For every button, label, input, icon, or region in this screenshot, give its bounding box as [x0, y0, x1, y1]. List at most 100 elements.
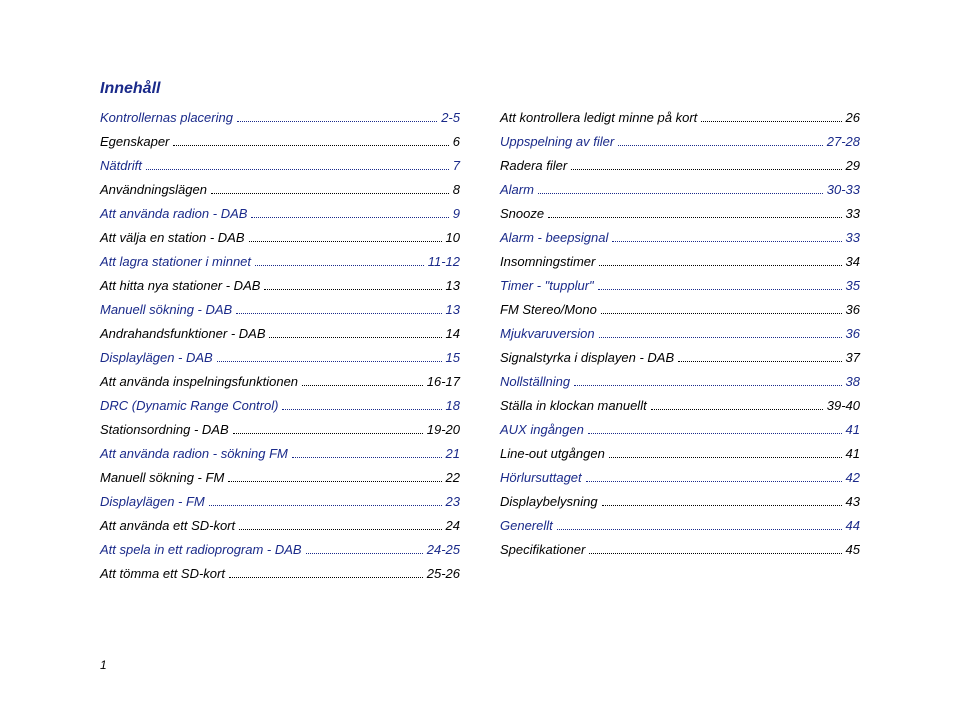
toc-row: Displaylägen - FM23	[100, 494, 460, 509]
toc-entry-label: Att tömma ett SD-kort	[100, 566, 225, 581]
toc-entry-page: 6	[453, 134, 460, 149]
toc-entry-page: 43	[846, 494, 860, 509]
page-number: 1	[100, 658, 107, 672]
toc-leader-dots	[251, 217, 448, 218]
toc-entry-label: Uppspelning av filer	[500, 134, 614, 149]
toc-row: Att spela in ett radioprogram - DAB24-25	[100, 542, 460, 557]
toc-entry-label: Användningslägen	[100, 182, 207, 197]
toc-entry-label: FM Stereo/Mono	[500, 302, 597, 317]
toc-row: Ställa in klockan manuellt39-40	[500, 398, 860, 413]
toc-leader-dots	[269, 337, 441, 338]
toc-leader-dots	[609, 457, 842, 458]
toc-entry-label: Att använda radion - DAB	[100, 206, 247, 221]
toc-row: Alarm30-33	[500, 182, 860, 197]
toc-leader-dots	[618, 145, 823, 146]
toc-row: Signalstyrka i displayen - DAB37	[500, 350, 860, 365]
toc-entry-label: Signalstyrka i displayen - DAB	[500, 350, 674, 365]
toc-leader-dots	[255, 265, 424, 266]
toc-row: Uppspelning av filer27-28	[500, 134, 860, 149]
toc-leader-dots	[651, 409, 823, 410]
toc-entry-label: Att välja en station - DAB	[100, 230, 245, 245]
toc-leader-dots	[598, 289, 842, 290]
toc-entry-label: Kontrollernas placering	[100, 110, 233, 125]
toc-entry-label: Insomningstimer	[500, 254, 595, 269]
toc-entry-page: 44	[846, 518, 860, 533]
toc-entry-page: 19-20	[427, 422, 460, 437]
toc-entry-page: 23	[446, 494, 460, 509]
toc-entry-page: 25-26	[427, 566, 460, 581]
toc-leader-dots	[236, 313, 441, 314]
toc-leader-dots	[678, 361, 841, 362]
toc-row: AUX ingången41	[500, 422, 860, 437]
toc-row: Displaybelysning 43	[500, 494, 860, 509]
toc-entry-label: Hörlursuttaget	[500, 470, 582, 485]
toc-row: Att kontrollera ledigt minne på kort26	[500, 110, 860, 125]
toc-entry-label: Radera filer	[500, 158, 567, 173]
toc-leader-dots	[292, 457, 442, 458]
toc-entry-page: 15	[446, 350, 460, 365]
toc-row: Hörlursuttaget 42	[500, 470, 860, 485]
toc-leader-dots	[264, 289, 441, 290]
toc-entry-page: 41	[846, 446, 860, 461]
toc-row: Att hitta nya stationer - DAB13	[100, 278, 460, 293]
toc-leader-dots	[211, 193, 449, 194]
toc-leader-dots	[602, 505, 842, 506]
toc-entry-page: 10	[446, 230, 460, 245]
toc-row: Snooze33	[500, 206, 860, 221]
toc-leader-dots	[599, 265, 841, 266]
toc-entry-label: AUX ingången	[500, 422, 584, 437]
toc-leader-dots	[589, 553, 841, 554]
toc-entry-page: 34	[846, 254, 860, 269]
toc-entry-label: Displaylägen - DAB	[100, 350, 213, 365]
document-page: Innehåll Kontrollernas placering2-5Egens…	[0, 0, 960, 702]
toc-row: Generellt 44	[500, 518, 860, 533]
toc-entry-label: Timer - "tupplur"	[500, 278, 594, 293]
toc-row: Displaylägen - DAB 15	[100, 350, 460, 365]
toc-entry-page: 24	[446, 518, 460, 533]
toc-row: Manuell sökning - DAB13	[100, 302, 460, 317]
toc-entry-page: 8	[453, 182, 460, 197]
toc-entry-label: Manuell sökning - FM	[100, 470, 224, 485]
toc-entry-label: Egenskaper	[100, 134, 169, 149]
toc-entry-page: 21	[446, 446, 460, 461]
toc-entry-page: 33	[846, 230, 860, 245]
toc-row: Manuell sökning - FM22	[100, 470, 460, 485]
toc-entry-page: 38	[846, 374, 860, 389]
toc-leader-dots	[601, 313, 842, 314]
toc-entry-label: Line-out utgången	[500, 446, 605, 461]
toc-entry-page: 45	[846, 542, 860, 557]
toc-row: Att tömma ett SD-kort 25-26	[100, 566, 460, 581]
toc-leader-dots	[282, 409, 441, 410]
toc-columns: Kontrollernas placering 2-5 Egenskaper 6 Nät…	[100, 110, 860, 581]
toc-leader-dots	[237, 121, 437, 122]
toc-row: DRC (Dynamic Range Control)18	[100, 398, 460, 413]
toc-entry-page: 35	[846, 278, 860, 293]
toc-row: Att välja en station - DAB 10	[100, 230, 460, 245]
toc-leader-dots	[302, 385, 423, 386]
toc-leader-dots	[557, 529, 842, 530]
toc-row: Att använda inspelningsfunktionen16-17	[100, 374, 460, 389]
toc-column-left: Kontrollernas placering 2-5 Egenskaper 6 Nät…	[100, 110, 460, 581]
toc-entry-label: Ställa in klockan manuellt	[500, 398, 647, 413]
toc-entry-label: Att använda ett SD-kort	[100, 518, 235, 533]
toc-entry-page: 42	[846, 470, 860, 485]
toc-entry-label: Att använda radion - sökning FM	[100, 446, 288, 461]
toc-entry-label: Nätdrift	[100, 158, 142, 173]
toc-entry-page: 36	[846, 302, 860, 317]
toc-leader-dots	[228, 481, 441, 482]
toc-entry-page: 2-5	[441, 110, 460, 125]
toc-entry-label: Att spela in ett radioprogram - DAB	[100, 542, 302, 557]
toc-leader-dots	[571, 169, 841, 170]
toc-entry-label: Att lagra stationer i minnet	[100, 254, 251, 269]
toc-entry-label: Displaybelysning	[500, 494, 598, 509]
toc-entry-page: 13	[446, 302, 460, 317]
toc-entry-label: DRC (Dynamic Range Control)	[100, 398, 278, 413]
toc-leader-dots	[612, 241, 841, 242]
toc-column-right: Att kontrollera ledigt minne på kort26 Up…	[500, 110, 860, 581]
toc-row: Användningslägen 8	[100, 182, 460, 197]
toc-entry-label: Generellt	[500, 518, 553, 533]
toc-leader-dots	[588, 433, 842, 434]
toc-leader-dots	[574, 385, 841, 386]
toc-entry-page: 7	[453, 158, 460, 173]
toc-row: Insomningstimer 34	[500, 254, 860, 269]
